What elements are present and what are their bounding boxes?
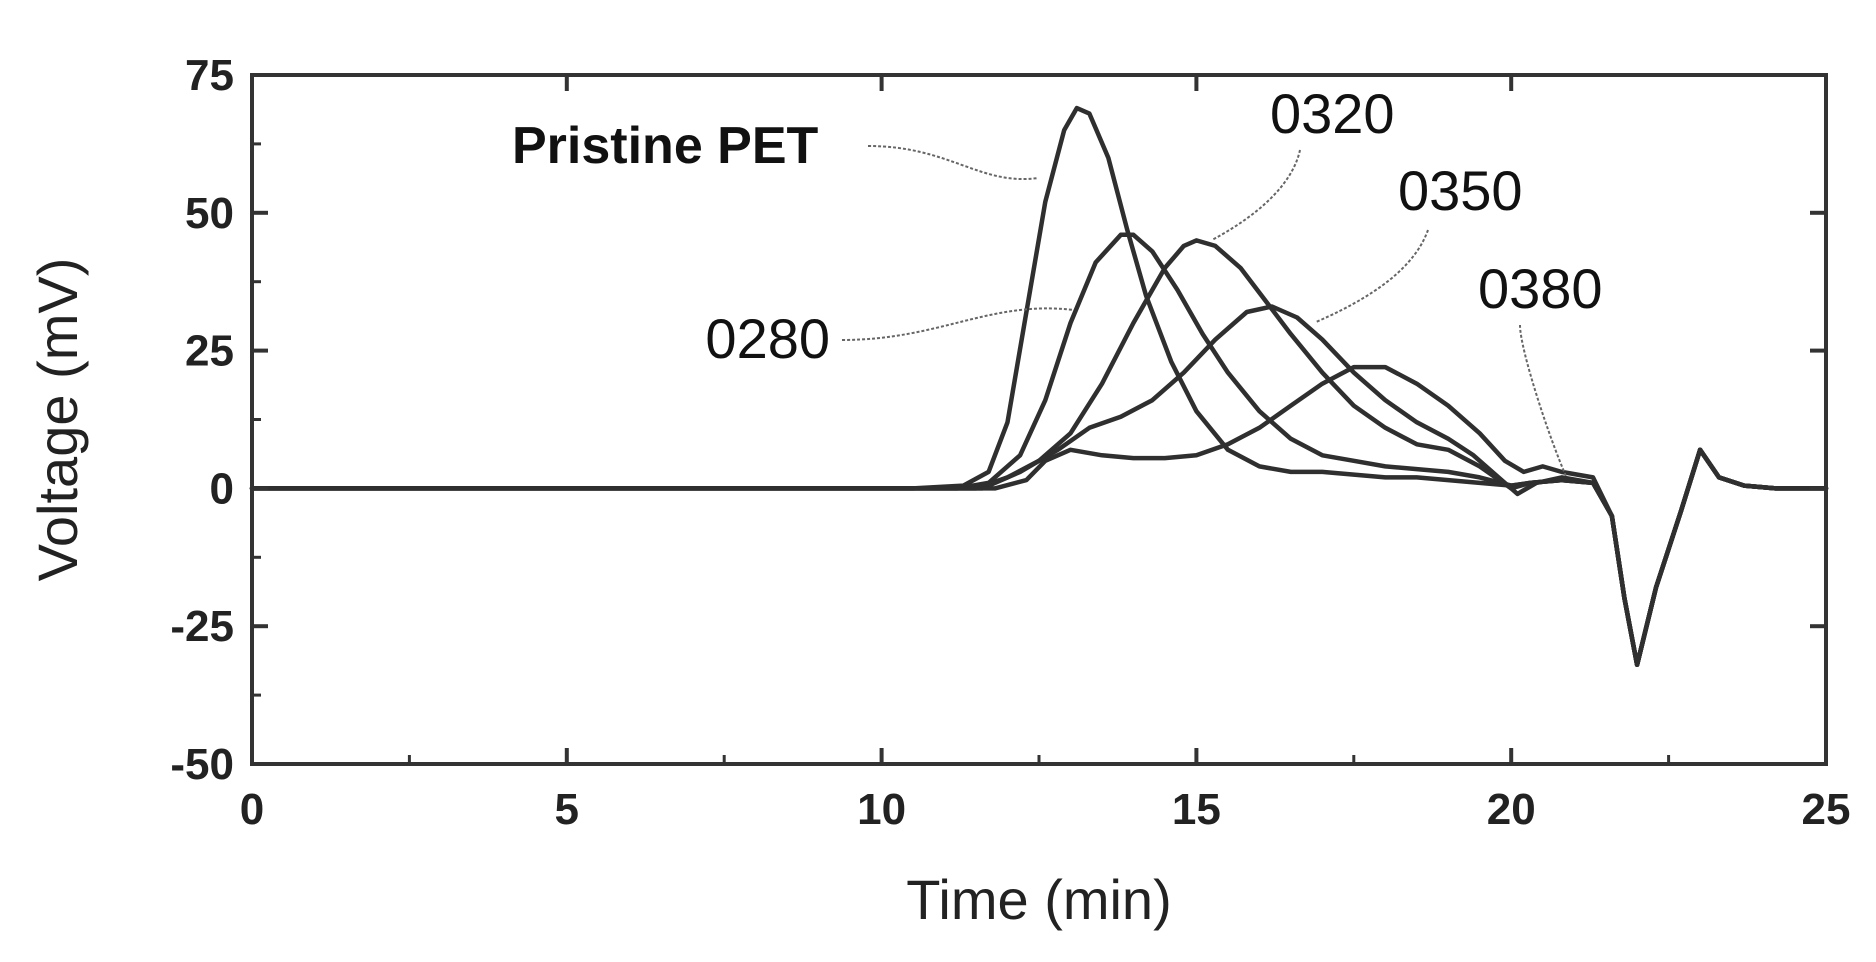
y-tick-label: 75 bbox=[185, 51, 234, 100]
leader-line-0320 bbox=[1211, 149, 1301, 241]
y-tick-label: -50 bbox=[170, 740, 234, 789]
series-layer bbox=[249, 105, 1829, 668]
x-tick-label: 15 bbox=[1172, 785, 1221, 834]
leader-line-0350 bbox=[1315, 229, 1429, 323]
y-tick-label: 50 bbox=[185, 189, 234, 238]
annotation-pristine-pet: Pristine PET bbox=[512, 117, 819, 175]
x-tick-label: 25 bbox=[1802, 785, 1851, 834]
series-line-0380 bbox=[249, 364, 1829, 668]
annotation-0350: 0350 bbox=[1398, 159, 1523, 222]
leader-line-0380 bbox=[1519, 324, 1567, 477]
x-tick-label: 20 bbox=[1487, 785, 1536, 834]
y-tick-label: 25 bbox=[185, 327, 234, 376]
plot-frame bbox=[250, 73, 1828, 766]
annotation-0280: 0280 bbox=[705, 307, 830, 370]
leader-layer bbox=[841, 145, 1567, 477]
annotation-0320: 0320 bbox=[1270, 82, 1395, 145]
annotation-0380: 0380 bbox=[1478, 257, 1603, 320]
y-tick-label: 0 bbox=[210, 464, 234, 513]
x-tick-label: 5 bbox=[555, 785, 579, 834]
x-axis-title: Time (min) bbox=[906, 868, 1171, 931]
y-axis-title: Voltage (mV) bbox=[26, 258, 89, 582]
x-tick-label: 10 bbox=[857, 785, 906, 834]
series-line-pristine-pet bbox=[249, 105, 1829, 668]
series-line-0350 bbox=[249, 304, 1829, 668]
y-tick-label: -25 bbox=[170, 602, 234, 651]
x-tick-label: 0 bbox=[240, 785, 264, 834]
leader-line-pristine-pet bbox=[867, 145, 1039, 181]
leader-line-0280 bbox=[841, 307, 1075, 341]
